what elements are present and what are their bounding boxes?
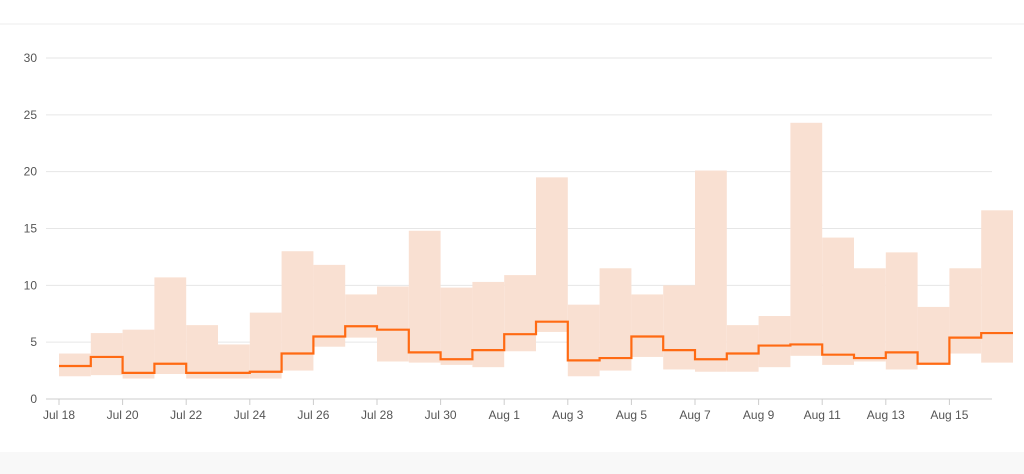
- range-band-bar: [663, 285, 695, 370]
- range-band-bar: [917, 306, 950, 364]
- range-band-bar: [790, 122, 823, 356]
- x-tick-label: Jul 26: [297, 408, 329, 422]
- range-band-bar: [122, 329, 155, 379]
- y-tick-label: 0: [30, 392, 37, 406]
- range-band-bar: [726, 325, 759, 372]
- range-band-bar: [885, 252, 918, 370]
- x-tick-label: Aug 15: [930, 408, 968, 422]
- range-band-bar: [345, 294, 377, 338]
- x-tick-label: Aug 5: [616, 408, 648, 422]
- range-band-bar: [854, 268, 886, 362]
- range-band-bar: [408, 230, 441, 363]
- range-band-bar: [186, 325, 218, 379]
- x-tick-label: Aug 13: [867, 408, 905, 422]
- range-band-bar: [567, 304, 600, 377]
- x-tick-label: Jul 30: [425, 408, 457, 422]
- range-band-bar: [154, 277, 187, 374]
- range-band-bar: [758, 316, 791, 368]
- x-tick-label: Jul 20: [107, 408, 139, 422]
- x-tick-label: Jul 28: [361, 408, 393, 422]
- range-band-bar: [377, 286, 409, 362]
- range-band-bar: [536, 177, 568, 332]
- range-band-bar: [313, 264, 346, 347]
- range-band-bar: [504, 275, 536, 352]
- y-tick-label: 10: [24, 278, 38, 292]
- y-tick-label: 20: [24, 165, 38, 179]
- y-tick-label: 25: [24, 108, 38, 122]
- chart-footer: [0, 452, 1024, 474]
- range-band-bar: [472, 281, 505, 368]
- x-tick-label: Jul 22: [170, 408, 202, 422]
- range-band-bar: [59, 353, 91, 377]
- x-tick-label: Aug 7: [679, 408, 711, 422]
- range-band-bar: [90, 333, 123, 376]
- range-band-bar: [440, 287, 473, 365]
- range-band-bar: [822, 237, 854, 365]
- x-tick-label: Aug 1: [489, 408, 521, 422]
- y-tick-label: 5: [30, 335, 37, 349]
- x-tick-label: Aug 3: [552, 408, 584, 422]
- range-band-bar: [695, 170, 727, 372]
- x-tick-label: Jul 18: [43, 408, 75, 422]
- x-tick-label: Aug 9: [743, 408, 775, 422]
- range-band-bar: [981, 210, 1013, 363]
- range-band-bar: [949, 268, 982, 354]
- range-band-bar: [631, 294, 664, 357]
- range-band-bar: [281, 251, 314, 371]
- y-tick-label: 15: [24, 222, 38, 236]
- x-tick-label: Aug 11: [804, 408, 841, 422]
- range-band-bar: [599, 268, 632, 371]
- y-tick-label: 30: [24, 51, 38, 65]
- range-band-bar: [249, 312, 282, 379]
- median-step-line: [59, 320, 1013, 374]
- x-tick-label: Jul 24: [234, 408, 266, 422]
